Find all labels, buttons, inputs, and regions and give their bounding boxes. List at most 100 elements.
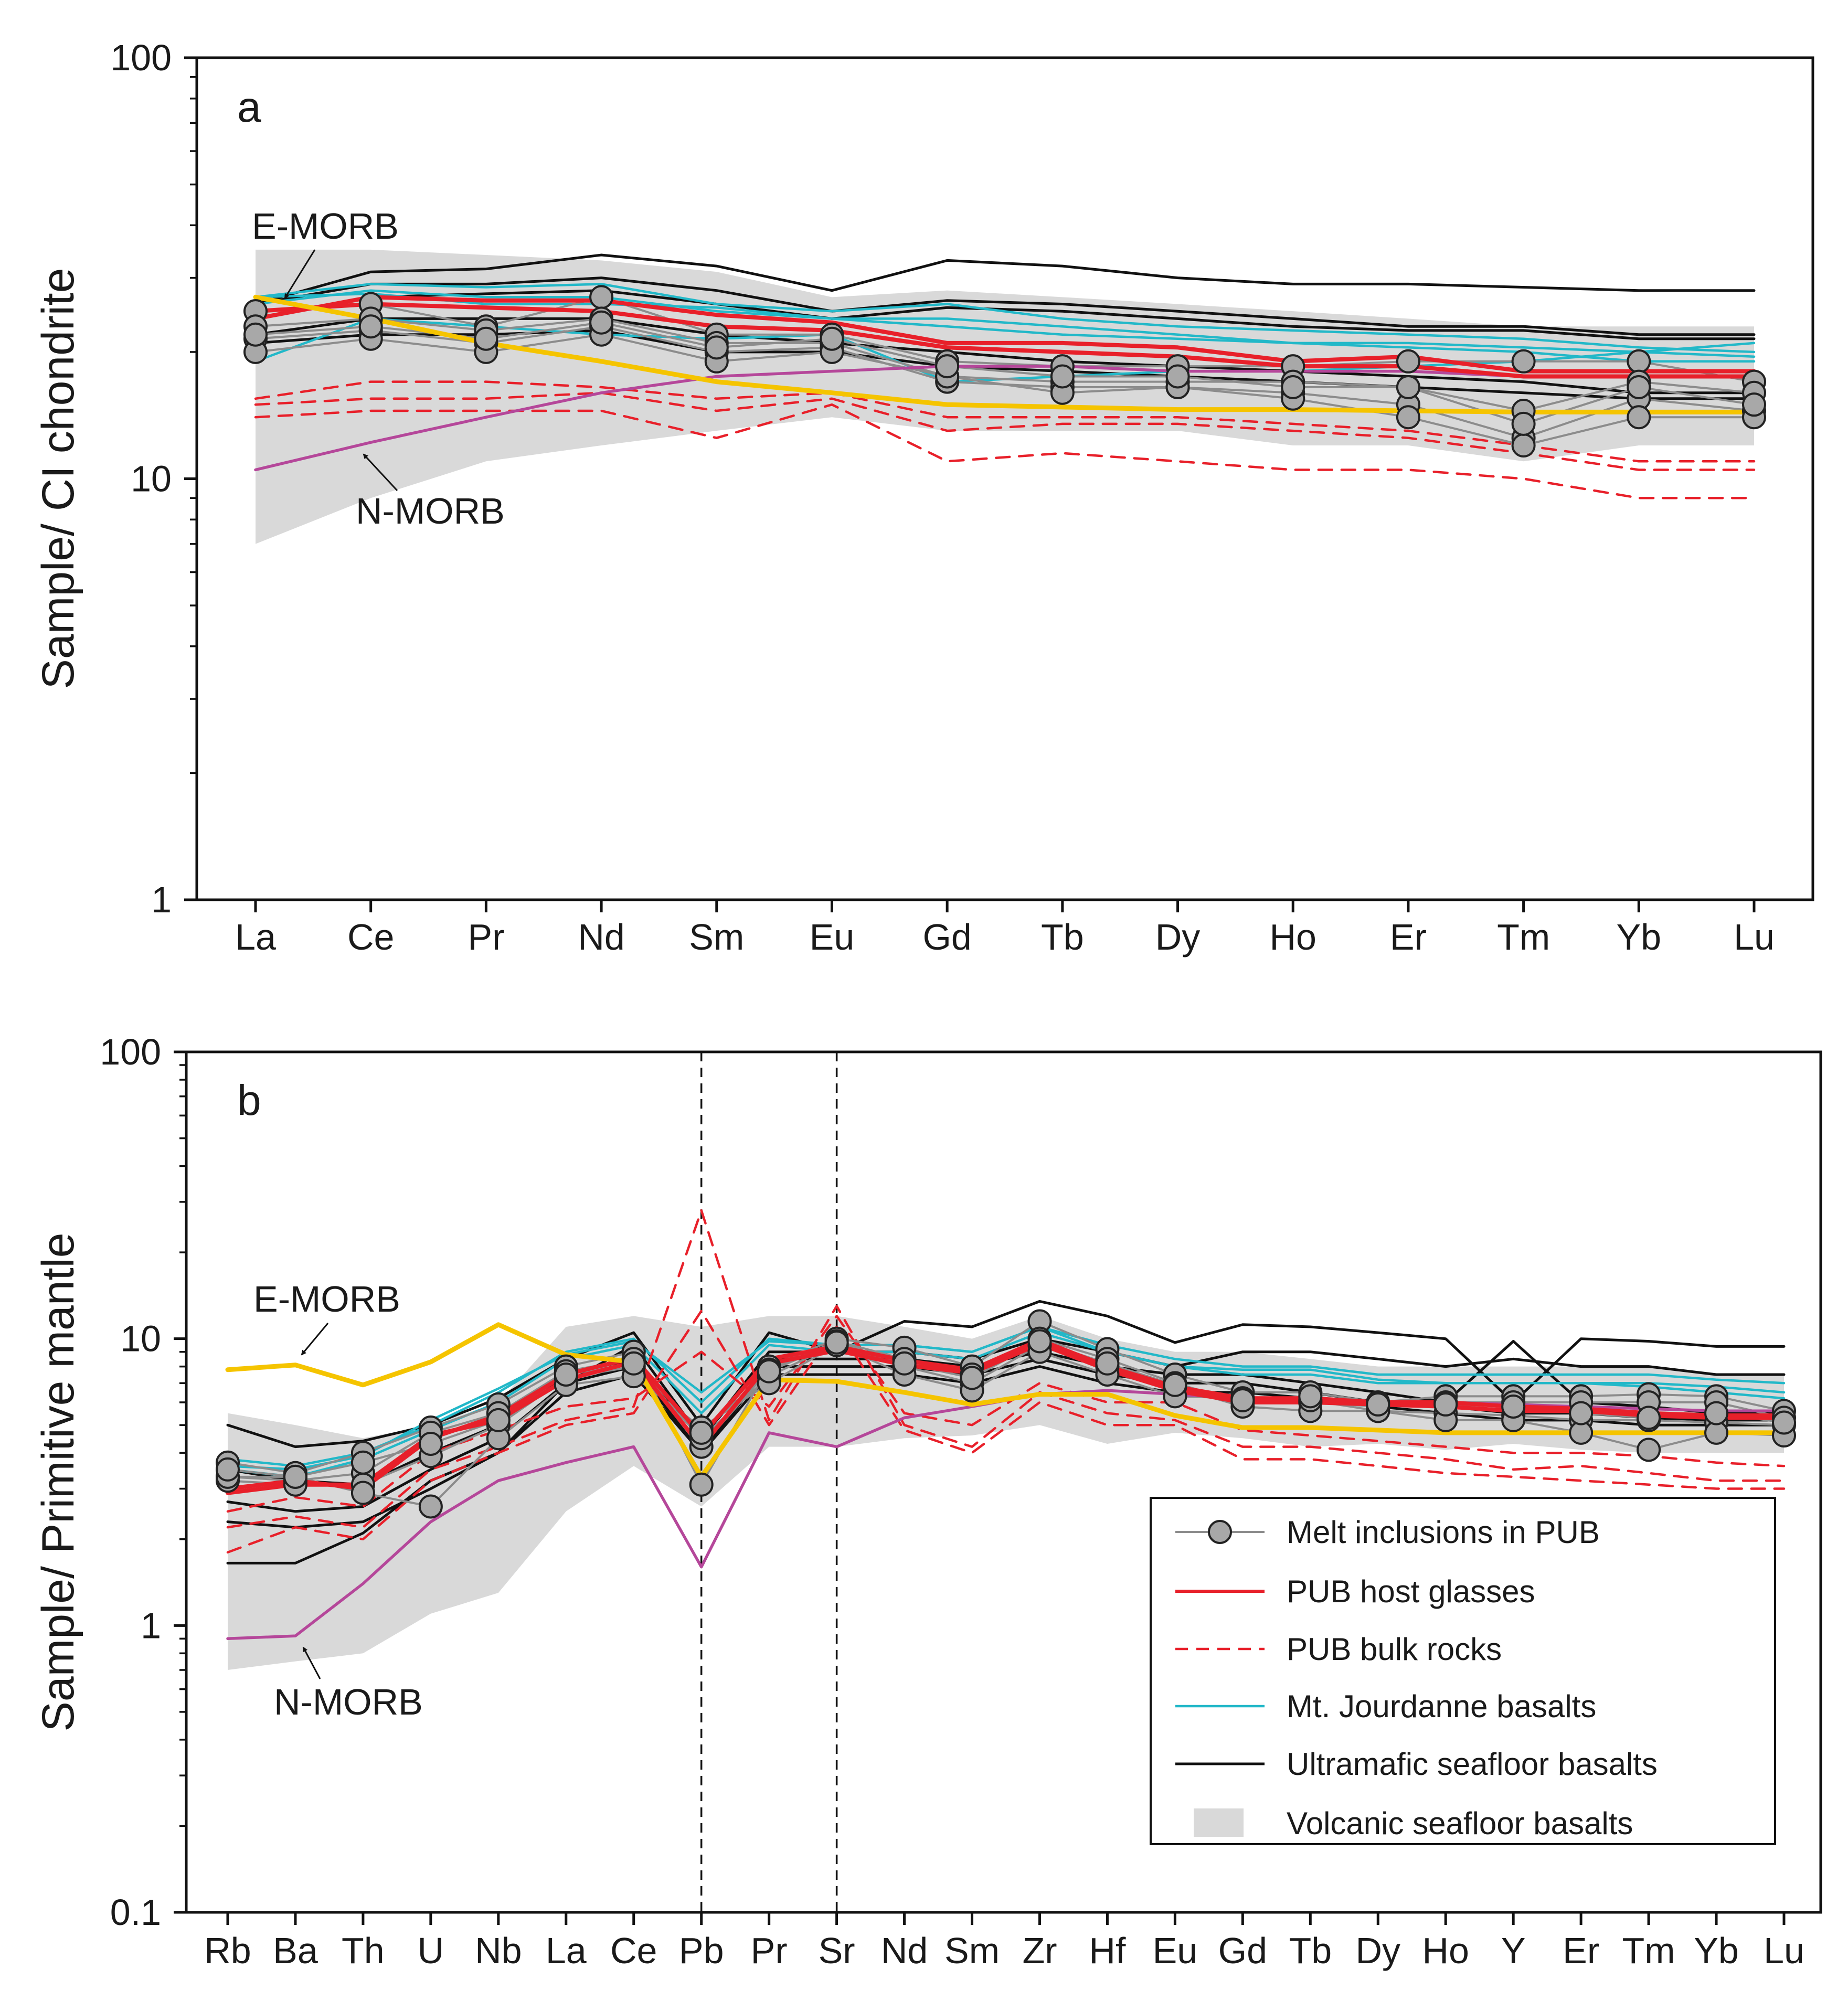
annotation-nmorb-a: N-MORB bbox=[356, 491, 505, 531]
series-line-melt-inclusion-4 bbox=[254, 333, 1755, 446]
x-tick-label-tb: Tb bbox=[1041, 917, 1084, 957]
x-tick-label-zr: Zr bbox=[1022, 1930, 1057, 1971]
y-axis-label-a: Sample/ CI chondrite bbox=[33, 268, 83, 689]
x-tick-label-ce: Ce bbox=[610, 1930, 657, 1971]
y-axis-label-b: Sample/ Primitive mantle bbox=[33, 1232, 83, 1731]
y-tick-label: 0.1 bbox=[110, 1892, 161, 1933]
melt-marker bbox=[1627, 349, 1651, 374]
x-tick-label-rb: Rb bbox=[204, 1930, 251, 1971]
x-tick-label-y: Y bbox=[1501, 1930, 1526, 1971]
x-tick-label-sm: Sm bbox=[944, 1930, 1000, 1971]
melt-marker bbox=[1501, 1394, 1526, 1419]
melt-marker bbox=[1027, 1329, 1052, 1354]
arrow-nmorb-a bbox=[363, 453, 398, 492]
x-tick-label-yb: Yb bbox=[1616, 917, 1661, 957]
melt-marker bbox=[589, 285, 614, 310]
x-tick-label-gd: Gd bbox=[1218, 1930, 1267, 1971]
y-tick-label: 1 bbox=[141, 1605, 161, 1646]
annotation-emorb-a: E-MORB bbox=[252, 206, 399, 247]
legend-label-melt: Melt inclusions in PUB bbox=[1287, 1515, 1600, 1550]
series-line-jourdanne-3 bbox=[226, 1325, 1786, 1471]
legend-label-bulk: PUB bulk rocks bbox=[1287, 1632, 1502, 1667]
panel-letter-a: a bbox=[237, 83, 261, 131]
melt-marker bbox=[1298, 1384, 1323, 1409]
series-line-e-morb bbox=[225, 1322, 1787, 1480]
legend-label-ultramafic: Ultramafic seafloor basalts bbox=[1287, 1747, 1658, 1782]
melt-marker bbox=[1511, 411, 1536, 436]
x-tick-label-pr: Pr bbox=[468, 917, 504, 957]
melt-marker bbox=[1637, 1438, 1661, 1462]
x-tick-label-dy: Dy bbox=[1355, 1930, 1400, 1971]
melt-marker bbox=[1366, 1392, 1390, 1417]
y-tick-label: 10 bbox=[131, 459, 172, 499]
y-tick-label: 1 bbox=[151, 879, 172, 920]
melt-marker bbox=[418, 1432, 443, 1456]
melt-marker bbox=[216, 1457, 240, 1482]
x-tick-label-ho: Ho bbox=[1269, 917, 1316, 957]
melt-marker bbox=[418, 1494, 443, 1519]
melt-marker bbox=[1095, 1351, 1120, 1376]
series-line-ultramafic-3 bbox=[254, 289, 1756, 340]
series-line-melt-inclusion-5 bbox=[254, 321, 1755, 425]
legend-box bbox=[1150, 1497, 1776, 1845]
series-line-pub-bulk-rock-3 bbox=[254, 391, 1756, 471]
series-line-ultramafic-1 bbox=[254, 253, 1756, 305]
series-line-pub-host-glass-1 bbox=[253, 295, 1756, 374]
melt-marker bbox=[1627, 405, 1651, 430]
melt-marker bbox=[1396, 349, 1420, 374]
series-line-ultramafic-5 bbox=[254, 329, 1756, 400]
melt-marker bbox=[892, 1351, 917, 1376]
x-ticks-b: Rb Ba Th U Nb La Ce Pb Pr Sr Nd Sm Zr Hf Eu Gd Tb Dy Ho Y Er… bbox=[204, 1912, 1804, 1971]
series-line-e-morb bbox=[253, 294, 1757, 414]
x-tick-label-nd: Nd bbox=[881, 1930, 928, 1971]
x-tick-label-pr: Pr bbox=[751, 1930, 788, 1971]
melt-marker bbox=[1396, 405, 1420, 430]
series-line-pub-bulk-rock-1 bbox=[254, 380, 1756, 463]
melt-marker bbox=[351, 1450, 375, 1475]
y-ticks-a: 1 10 100 bbox=[110, 37, 197, 920]
plot-frame-b bbox=[185, 1050, 1822, 1914]
legend-swatch-volcanic bbox=[1194, 1808, 1244, 1837]
melt-marker bbox=[486, 1408, 511, 1432]
melt-marker bbox=[1704, 1401, 1729, 1425]
arrow-emorb-a bbox=[284, 249, 316, 299]
x-tick-label-nd: Nd bbox=[578, 917, 624, 957]
x-tick-label-ba: Ba bbox=[273, 1930, 318, 1971]
melt-marker bbox=[824, 1330, 849, 1355]
melt-marker bbox=[1281, 375, 1305, 399]
melt-marker bbox=[935, 354, 960, 379]
legend-items: Melt inclusions in PUB PUB host glasses PU… bbox=[1175, 1515, 1658, 1841]
melt-marker bbox=[1433, 1392, 1458, 1417]
melt-marker bbox=[243, 322, 268, 347]
y-ticks-b: 0.1 1 10 100 bbox=[100, 1031, 186, 1933]
melt-marker bbox=[554, 1362, 578, 1387]
melt-marker bbox=[589, 310, 614, 335]
melt-marker bbox=[351, 1481, 375, 1505]
legend-label-volcanic: Volcanic seafloor basalts bbox=[1287, 1806, 1633, 1841]
melt-marker bbox=[1230, 1388, 1255, 1413]
legend-label-host: PUB host glasses bbox=[1287, 1574, 1535, 1609]
series-line-jourdanne-2 bbox=[254, 289, 1756, 358]
arrow-nmorb-b bbox=[302, 1646, 321, 1679]
x-tick-label-pb: Pb bbox=[679, 1930, 724, 1971]
x-ticks-a: La Ce Pr Nd Sm Eu Gd Tb Dy Ho Er Tm Yb Lu bbox=[235, 900, 1775, 957]
series-line-melt-inclusion-2 bbox=[254, 317, 1755, 412]
x-tick-label-tm: Tm bbox=[1497, 917, 1550, 957]
x-tick-label-eu: Eu bbox=[810, 917, 855, 957]
melt-marker bbox=[1637, 1406, 1661, 1430]
plot-frame-a bbox=[195, 56, 1814, 901]
x-tick-label-th: Th bbox=[342, 1930, 385, 1971]
series-line-melt-inclusion-1 bbox=[254, 296, 1755, 383]
x-tick-label-er: Er bbox=[1390, 917, 1427, 957]
annotation-nmorb-b: N-MORB bbox=[274, 1681, 423, 1722]
series-line-ultramafic-4 bbox=[254, 317, 1756, 395]
y-tick-label: 100 bbox=[110, 37, 172, 78]
x-tick-label-tm: Tm bbox=[1622, 1930, 1675, 1971]
melt-marker bbox=[1511, 349, 1536, 374]
x-tick-label-sr: Sr bbox=[819, 1930, 855, 1971]
legend: Melt inclusions in PUB PUB host glasses PU… bbox=[1150, 1497, 1776, 1845]
annotation-emorb-b: E-MORB bbox=[253, 1279, 400, 1319]
panel-b-chart: 0.1 1 10 100 Rb Ba Th U Nb La Ce Pb Pr Sr Nd Sm Zr Hf Eu G… bbox=[33, 1031, 1822, 1971]
melt-markers-b bbox=[216, 1309, 1796, 1519]
melt-marker bbox=[1165, 364, 1190, 389]
